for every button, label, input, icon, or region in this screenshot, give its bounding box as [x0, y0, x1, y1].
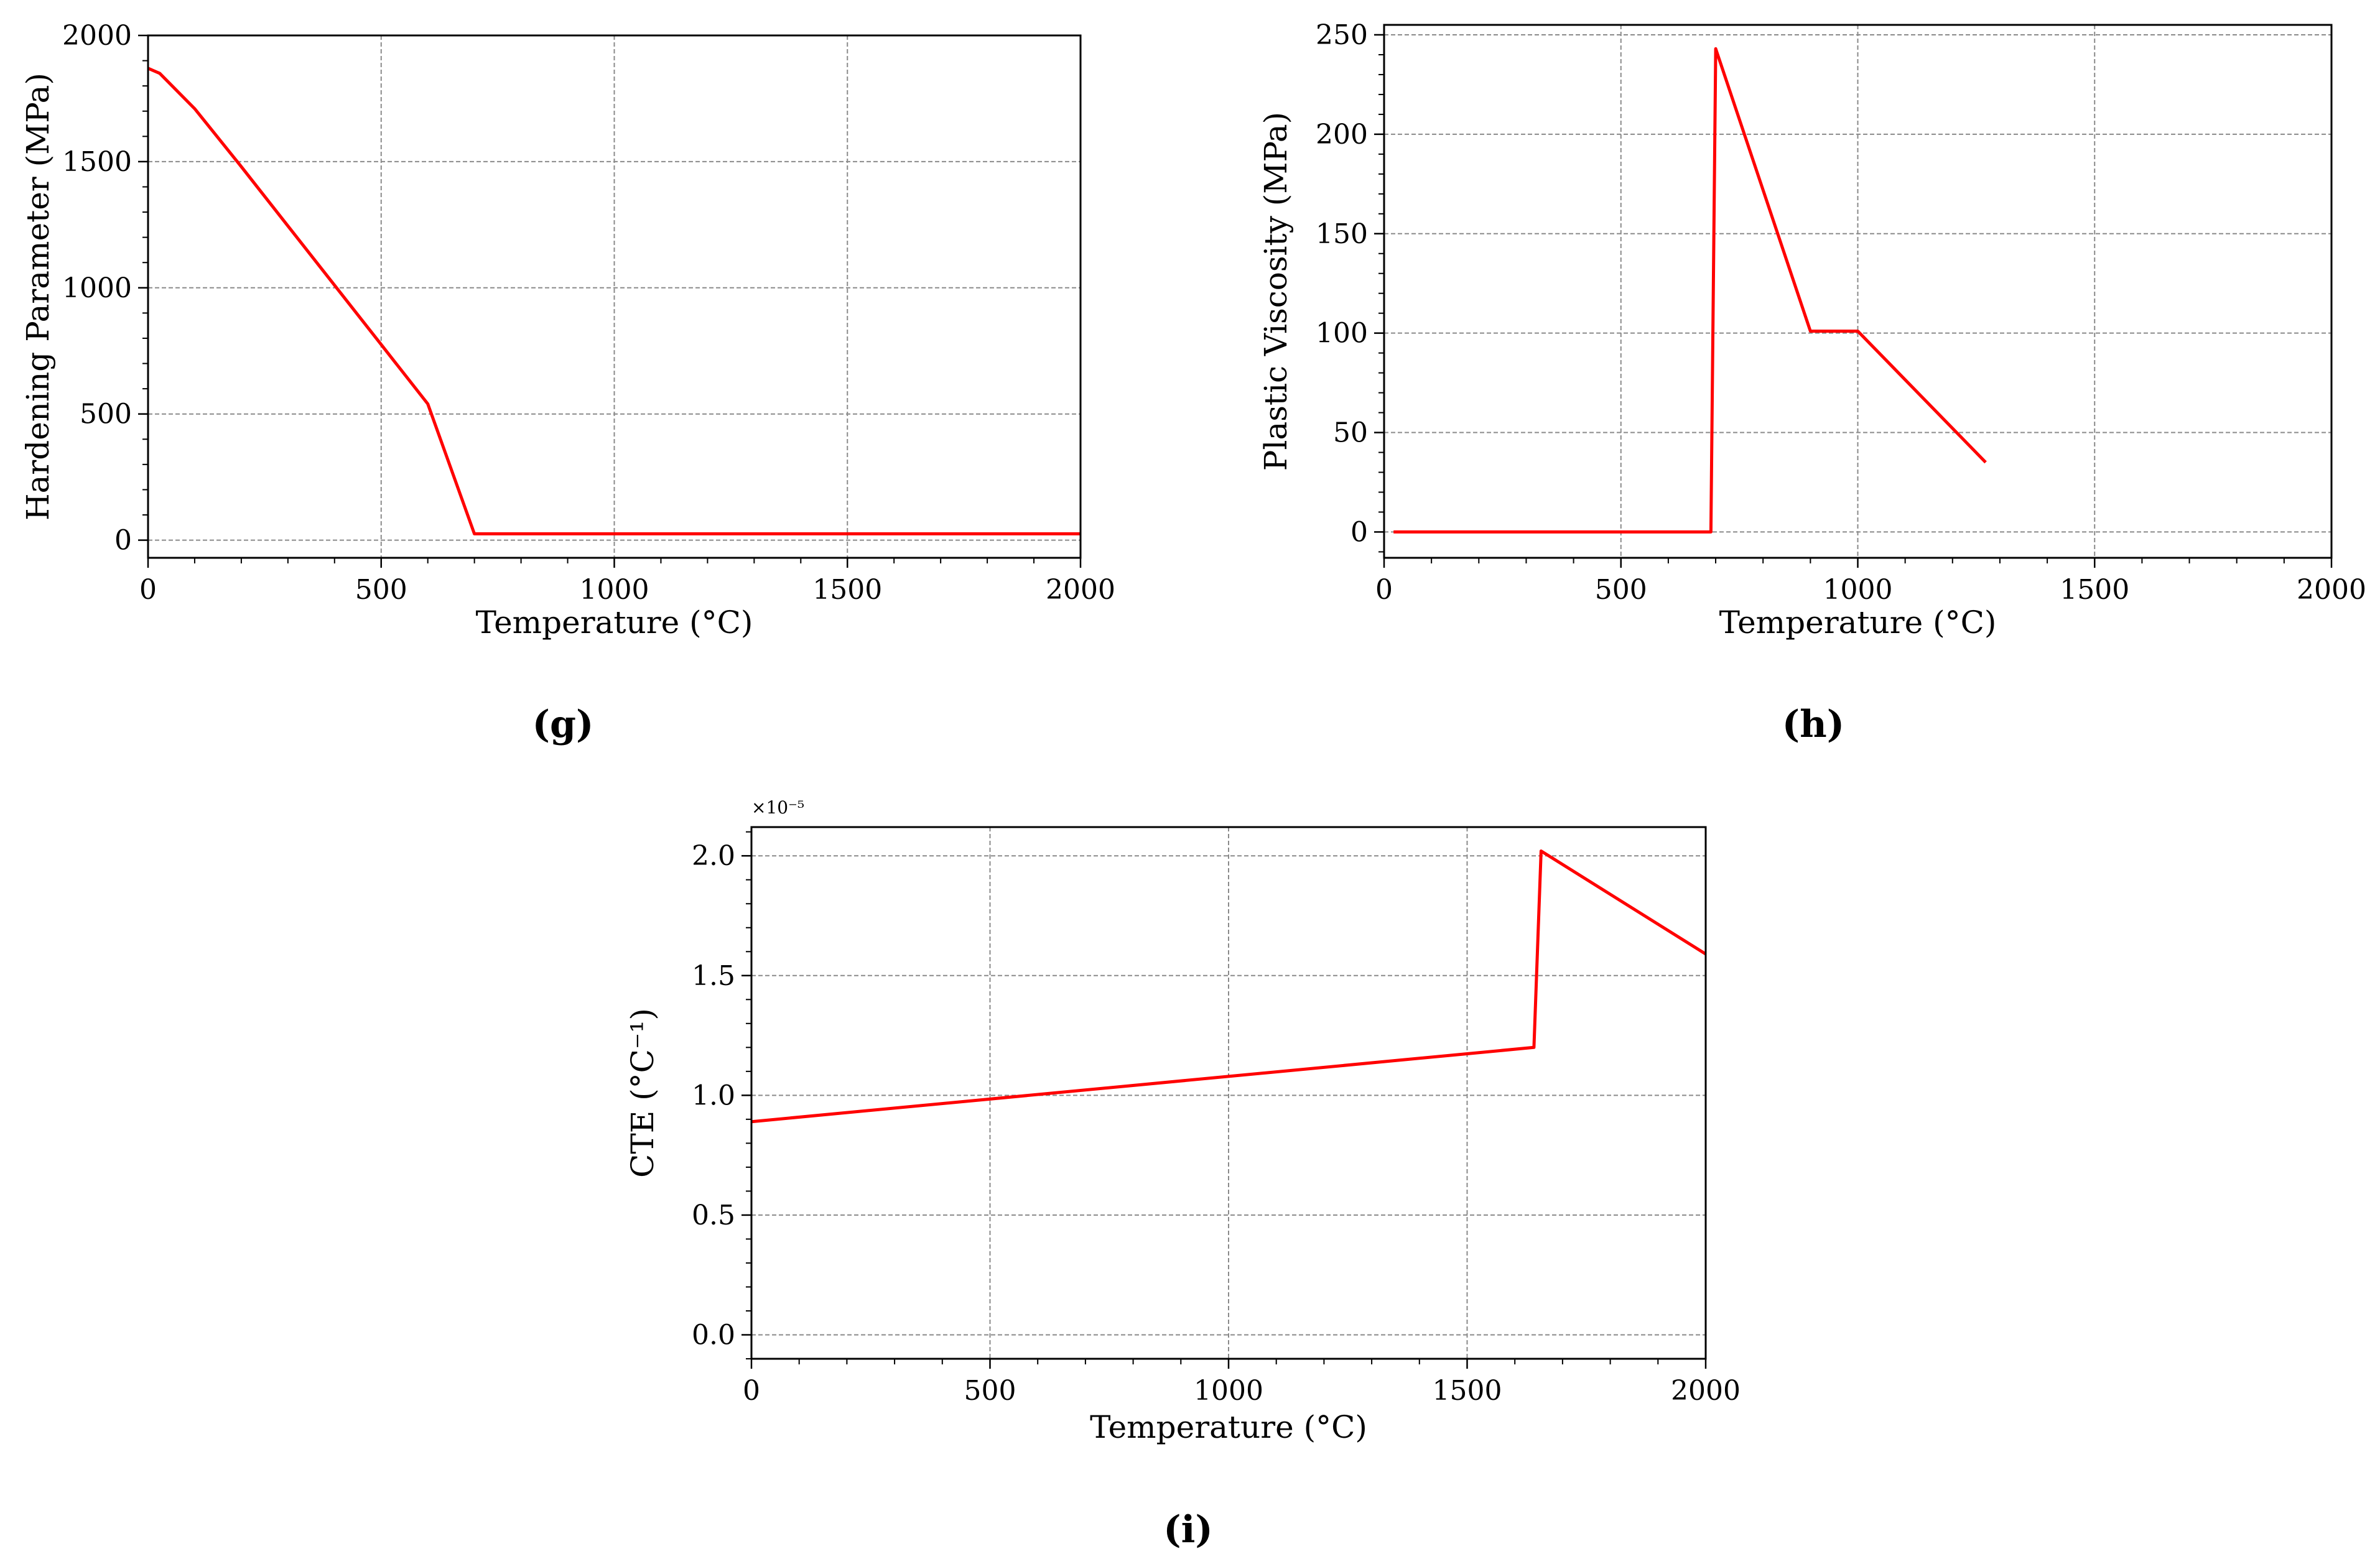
x-tick-label: 2000	[1046, 574, 1115, 606]
panel-caption: (h)	[1782, 703, 1844, 746]
series-line	[147, 67, 1081, 535]
y-tick-label: 1000	[62, 272, 132, 304]
y-tick-label: 0	[1350, 516, 1368, 548]
y-tick-label: 0.5	[692, 1200, 735, 1231]
x-tick-label: 0	[139, 574, 157, 606]
x-axis-label: Temperature (°C)	[1090, 1409, 1367, 1445]
x-tick-label: 2000	[2297, 574, 2366, 606]
y-tick-label: 2.0	[692, 840, 735, 872]
plot-frame	[147, 34, 1082, 559]
panel-caption: (i)	[1163, 1508, 1213, 1552]
x-axis-label: Temperature (°C)	[1719, 604, 1997, 641]
y-tick-label: 0	[114, 525, 132, 557]
plot-frame	[1383, 24, 2333, 559]
y-axis-label: Plastic Viscosity (MPa)	[1258, 112, 1294, 471]
x-tick-label: 500	[1595, 574, 1647, 606]
x-tick-label: 2000	[1671, 1375, 1741, 1407]
y-tick-label: 1.5	[692, 960, 735, 992]
y-axis-label: CTE (°C⁻¹)	[625, 1008, 661, 1178]
series-line	[1393, 47, 1987, 534]
y-axis-label: Hardening Parameter (MPa)	[20, 73, 56, 521]
x-tick-label: 1500	[1433, 1375, 1502, 1407]
y-tick-label: 1.0	[692, 1080, 735, 1111]
x-tick-label: 500	[964, 1375, 1016, 1407]
x-tick-label: 500	[355, 574, 407, 606]
x-axis-label: Temperature (°C)	[476, 604, 753, 641]
y-tick-label: 150	[1316, 218, 1368, 250]
x-tick-label: 1000	[1194, 1375, 1263, 1407]
y-tick-label: 500	[80, 399, 132, 430]
x-tick-label: 1000	[580, 574, 649, 606]
y-tick-label: 50	[1333, 417, 1368, 449]
x-tick-label: 1500	[812, 574, 882, 606]
plot-frame	[750, 826, 1707, 1360]
y-tick-label: 1500	[62, 146, 132, 178]
y-tick-label: 100	[1316, 318, 1368, 349]
y-tick-label: 2000	[62, 20, 132, 52]
y-tick-label: 200	[1316, 119, 1368, 150]
x-tick-label: 1000	[1823, 574, 1893, 606]
y-offset-label: ×10⁻⁵	[751, 797, 804, 818]
chart-panel-h: 0 500 1000 1500 2000 0 50 100 150 200 250 Temperatu…	[1258, 19, 2366, 746]
x-tick-label: 0	[743, 1375, 760, 1407]
y-tick-label: 0.0	[692, 1319, 735, 1351]
x-tick-label: 0	[1375, 574, 1393, 606]
chart-panel-g: 0 500 1000 1500 2000 0 500 1000 1500 2000 Temperat…	[20, 20, 1115, 746]
panel-caption: (g)	[532, 703, 594, 746]
y-tick-label: 250	[1316, 19, 1368, 51]
x-tick-label: 1500	[2060, 574, 2129, 606]
series-line	[751, 849, 1707, 1124]
chart-panel-i: 0 500 1000 1500 2000 0.0 0.5 1.0 1.5 2.0 Temperatu…	[625, 797, 1741, 1552]
